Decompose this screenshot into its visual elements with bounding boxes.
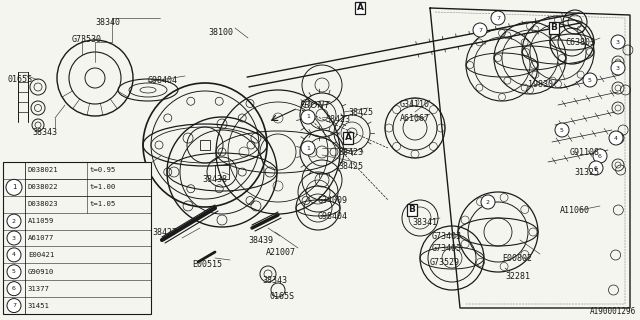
Text: t=1.05: t=1.05 [90,201,116,207]
Text: 38340: 38340 [95,18,120,27]
Text: 3: 3 [616,66,620,70]
Text: 5: 5 [560,127,564,132]
Circle shape [301,110,315,124]
Circle shape [481,195,495,209]
Text: G91108: G91108 [570,148,600,157]
Text: G73529: G73529 [430,258,460,267]
Text: 19830: 19830 [528,80,553,89]
Text: G34009: G34009 [118,165,148,174]
Circle shape [7,248,21,262]
Circle shape [7,214,21,228]
Bar [3,162,151,314]
Text: G34110: G34110 [400,100,430,109]
Text: G90910: G90910 [28,269,54,275]
Text: D038023: D038023 [28,201,59,207]
Text: A61067: A61067 [400,114,430,123]
Text: G73403: G73403 [432,232,462,241]
Circle shape [609,131,623,145]
Text: 6: 6 [12,286,16,291]
Text: 0165S: 0165S [270,292,295,301]
Text: 38343: 38343 [262,276,287,285]
Text: 31451: 31451 [28,302,50,308]
Bar [200,140,210,150]
Text: B: B [550,23,557,33]
Text: 38425: 38425 [348,108,373,117]
Circle shape [473,23,487,37]
Text: 2: 2 [12,219,16,224]
Text: 4: 4 [614,135,618,140]
Text: 5: 5 [588,77,592,83]
Text: 7: 7 [12,303,16,308]
Text: E00802: E00802 [502,254,532,263]
Circle shape [7,282,21,296]
Text: 31325: 31325 [574,168,599,177]
Text: G98404: G98404 [148,76,178,85]
Text: 4: 4 [12,252,16,257]
Text: A11060: A11060 [560,206,590,215]
Text: 5: 5 [12,269,16,274]
Circle shape [611,61,625,75]
Text: 6: 6 [598,154,602,158]
Text: E00421: E00421 [28,252,54,258]
Text: 2: 2 [486,199,490,204]
Text: 38423: 38423 [338,148,363,157]
Text: A: A [356,4,364,12]
Text: 6: 6 [594,165,598,171]
Text: A: A [344,133,351,142]
Text: G34009: G34009 [318,196,348,205]
Text: 32281: 32281 [505,272,530,281]
Text: 3: 3 [12,236,16,241]
Text: G73403: G73403 [432,244,462,253]
Text: 0165S: 0165S [8,75,33,84]
Text: 38100: 38100 [208,28,233,37]
Text: A190001296: A190001296 [589,307,636,316]
Text: C63803: C63803 [565,38,595,47]
Text: 38439: 38439 [248,236,273,245]
Text: 7: 7 [496,15,500,20]
Text: 38343: 38343 [32,128,57,137]
Text: 31377: 31377 [28,286,50,292]
Text: A11059: A11059 [28,218,54,224]
Text: 38438: 38438 [202,175,227,184]
Text: 1: 1 [306,115,310,119]
Text: D038021: D038021 [28,167,59,173]
Text: 38427: 38427 [152,228,177,237]
Circle shape [583,73,597,87]
Text: t=1.00: t=1.00 [90,184,116,190]
Text: FRONT: FRONT [300,100,331,109]
Text: D038022: D038022 [28,184,59,190]
Circle shape [6,179,22,195]
Circle shape [7,231,21,245]
Text: 3: 3 [616,39,620,44]
Circle shape [611,35,625,49]
Circle shape [301,141,315,155]
Text: A21007: A21007 [266,248,296,257]
Text: 7: 7 [478,28,482,33]
Text: 38423: 38423 [325,115,350,124]
Text: 38425: 38425 [338,162,363,171]
Circle shape [589,161,603,175]
Text: 1: 1 [12,184,16,190]
Text: 38341: 38341 [412,218,437,227]
Text: A61077: A61077 [28,235,54,241]
Circle shape [593,149,607,163]
Text: E00515: E00515 [192,260,222,269]
Circle shape [7,265,21,279]
Text: G98404: G98404 [318,212,348,221]
Circle shape [555,123,569,137]
Circle shape [7,299,21,313]
Text: t=0.95: t=0.95 [90,167,116,173]
Bar [215,165,229,179]
Text: B: B [408,205,415,214]
Text: 1: 1 [306,146,310,150]
Circle shape [491,11,505,25]
Text: G73530: G73530 [72,35,102,44]
